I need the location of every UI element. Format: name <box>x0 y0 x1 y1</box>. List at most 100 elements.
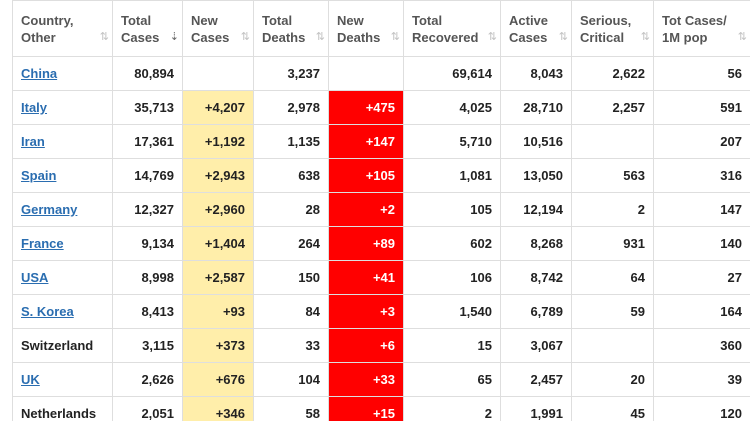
total-recovered-cell: 106 <box>403 260 501 295</box>
header-label-line2: Other <box>21 29 56 45</box>
serious-critical-cell: 45 <box>571 396 654 421</box>
country-link[interactable]: Germany <box>21 202 78 217</box>
total-deaths-cell: 33 <box>253 328 329 363</box>
country-cell[interactable]: UK <box>12 362 113 397</box>
new-deaths-cell: +89 <box>328 226 404 261</box>
country-link[interactable]: Italy <box>21 100 48 115</box>
country-cell[interactable]: Spain <box>12 158 113 193</box>
country-name: Netherlands <box>21 406 97 421</box>
per-million-cell: 316 <box>653 158 750 193</box>
country-cell[interactable]: Italy <box>12 90 113 125</box>
new-cases-cell: +93 <box>182 294 254 329</box>
table-header: Country, Other ⇅ Total Cases ⇣ New Cases ⇅ Total D… <box>12 0 750 57</box>
new-cases-cell: +4,207 <box>182 90 254 125</box>
table-body: China 80,894 3,237 69,614 8,043 2,622 56 Italy 3… <box>12 56 750 421</box>
header-country[interactable]: Country, Other ⇅ <box>12 0 113 57</box>
header-label-line1: Active <box>509 12 549 28</box>
header-total-deaths[interactable]: Total Deaths ⇅ <box>253 0 329 57</box>
header-active-cases[interactable]: Active Cases ⇅ <box>500 0 572 57</box>
new-cases-cell: +1,404 <box>182 226 254 261</box>
country-cell[interactable]: Germany <box>12 192 113 227</box>
header-label-line2: Deaths <box>262 29 306 45</box>
sort-icon[interactable]: ⇅ <box>390 31 400 43</box>
header-total-recovered[interactable]: Total Recovered ⇅ <box>403 0 501 57</box>
country-cell[interactable]: S. Korea <box>12 294 113 329</box>
total-cases-cell: 2,051 <box>112 396 183 421</box>
new-deaths-cell: +147 <box>328 124 404 159</box>
header-label-line1: New <box>337 12 364 28</box>
country-link[interactable]: UK <box>21 372 40 387</box>
country-link[interactable]: China <box>21 66 58 81</box>
total-deaths-cell: 84 <box>253 294 329 329</box>
sort-icon[interactable]: ⇅ <box>99 31 109 43</box>
active-cases-cell: 12,194 <box>500 192 572 227</box>
total-cases-cell: 17,361 <box>112 124 183 159</box>
per-million-cell: 56 <box>653 56 750 91</box>
active-cases-cell: 2,457 <box>500 362 572 397</box>
serious-critical-cell: 59 <box>571 294 654 329</box>
country-cell[interactable]: China <box>12 56 113 91</box>
header-label-line1: Total <box>121 12 152 28</box>
total-deaths-cell: 264 <box>253 226 329 261</box>
serious-critical-cell: 2 <box>571 192 654 227</box>
country-cell[interactable]: USA <box>12 260 113 295</box>
total-deaths-cell: 28 <box>253 192 329 227</box>
header-new-cases[interactable]: New Cases ⇅ <box>182 0 254 57</box>
country-cell: Switzerland <box>12 328 113 363</box>
new-deaths-cell: +41 <box>328 260 404 295</box>
new-cases-cell: +2,960 <box>182 192 254 227</box>
country-link[interactable]: Iran <box>21 134 45 149</box>
coronavirus-stats-table: Country, Other ⇅ Total Cases ⇣ New Cases ⇅ Total D… <box>12 0 750 421</box>
per-million-cell: 591 <box>653 90 750 125</box>
country-link[interactable]: Spain <box>21 168 57 183</box>
total-cases-cell: 14,769 <box>112 158 183 193</box>
per-million-cell: 360 <box>653 328 750 363</box>
header-tot-cases-per-1m[interactable]: Tot Cases/1M pop ⇅ <box>653 0 750 57</box>
header-total-cases[interactable]: Total Cases ⇣ <box>112 0 183 57</box>
new-cases-cell: +676 <box>182 362 254 397</box>
country-name: Switzerland <box>21 338 94 353</box>
header-new-deaths[interactable]: New Deaths ⇅ <box>328 0 404 57</box>
country-cell[interactable]: Iran <box>12 124 113 159</box>
sort-icon[interactable]: ⇅ <box>315 31 325 43</box>
new-deaths-cell: +3 <box>328 294 404 329</box>
new-cases-cell: +1,192 <box>182 124 254 159</box>
new-deaths-cell: +6 <box>328 328 404 363</box>
sort-icon[interactable]: ⇅ <box>640 31 650 43</box>
country-link[interactable]: S. Korea <box>21 304 74 319</box>
header-label-line2: 1M pop <box>662 29 708 45</box>
table-row: France 9,134 +1,404 264 +89 602 8,268 931 140 <box>12 226 750 261</box>
total-deaths-cell: 150 <box>253 260 329 295</box>
header-label-line2: Deaths <box>337 29 381 45</box>
header-row: Country, Other ⇅ Total Cases ⇣ New Cases ⇅ Total D… <box>12 0 750 57</box>
serious-critical-cell: 20 <box>571 362 654 397</box>
total-recovered-cell: 1,081 <box>403 158 501 193</box>
per-million-cell: 207 <box>653 124 750 159</box>
table-row: Netherlands 2,051 +346 58 +15 2 1,991 45 120 <box>12 396 750 421</box>
total-cases-cell: 8,413 <box>112 294 183 329</box>
total-recovered-cell: 69,614 <box>403 56 501 91</box>
header-label-line2: Cases <box>509 29 548 45</box>
total-recovered-cell: 2 <box>403 396 501 421</box>
header-label-line1: Total <box>412 12 443 28</box>
sort-icon[interactable]: ⇅ <box>558 31 568 43</box>
total-cases-cell: 8,998 <box>112 260 183 295</box>
sort-icon[interactable]: ⇅ <box>737 31 747 43</box>
header-label-line2: Cases <box>191 29 230 45</box>
sort-icon[interactable]: ⇅ <box>240 31 250 43</box>
country-link[interactable]: USA <box>21 270 49 285</box>
sort-icon[interactable]: ⇅ <box>487 31 497 43</box>
new-cases-cell: +2,587 <box>182 260 254 295</box>
total-cases-cell: 35,713 <box>112 90 183 125</box>
header-serious-critical[interactable]: Serious, Critical ⇅ <box>571 0 654 57</box>
country-cell[interactable]: France <box>12 226 113 261</box>
header-label-line1: Country, <box>21 12 74 28</box>
sort-desc-icon[interactable]: ⇣ <box>169 31 179 43</box>
country-link[interactable]: France <box>21 236 64 251</box>
new-deaths-cell: +475 <box>328 90 404 125</box>
table-row: China 80,894 3,237 69,614 8,043 2,622 56 <box>12 56 750 91</box>
active-cases-cell: 3,067 <box>500 328 572 363</box>
new-cases-cell: +373 <box>182 328 254 363</box>
per-million-cell: 27 <box>653 260 750 295</box>
